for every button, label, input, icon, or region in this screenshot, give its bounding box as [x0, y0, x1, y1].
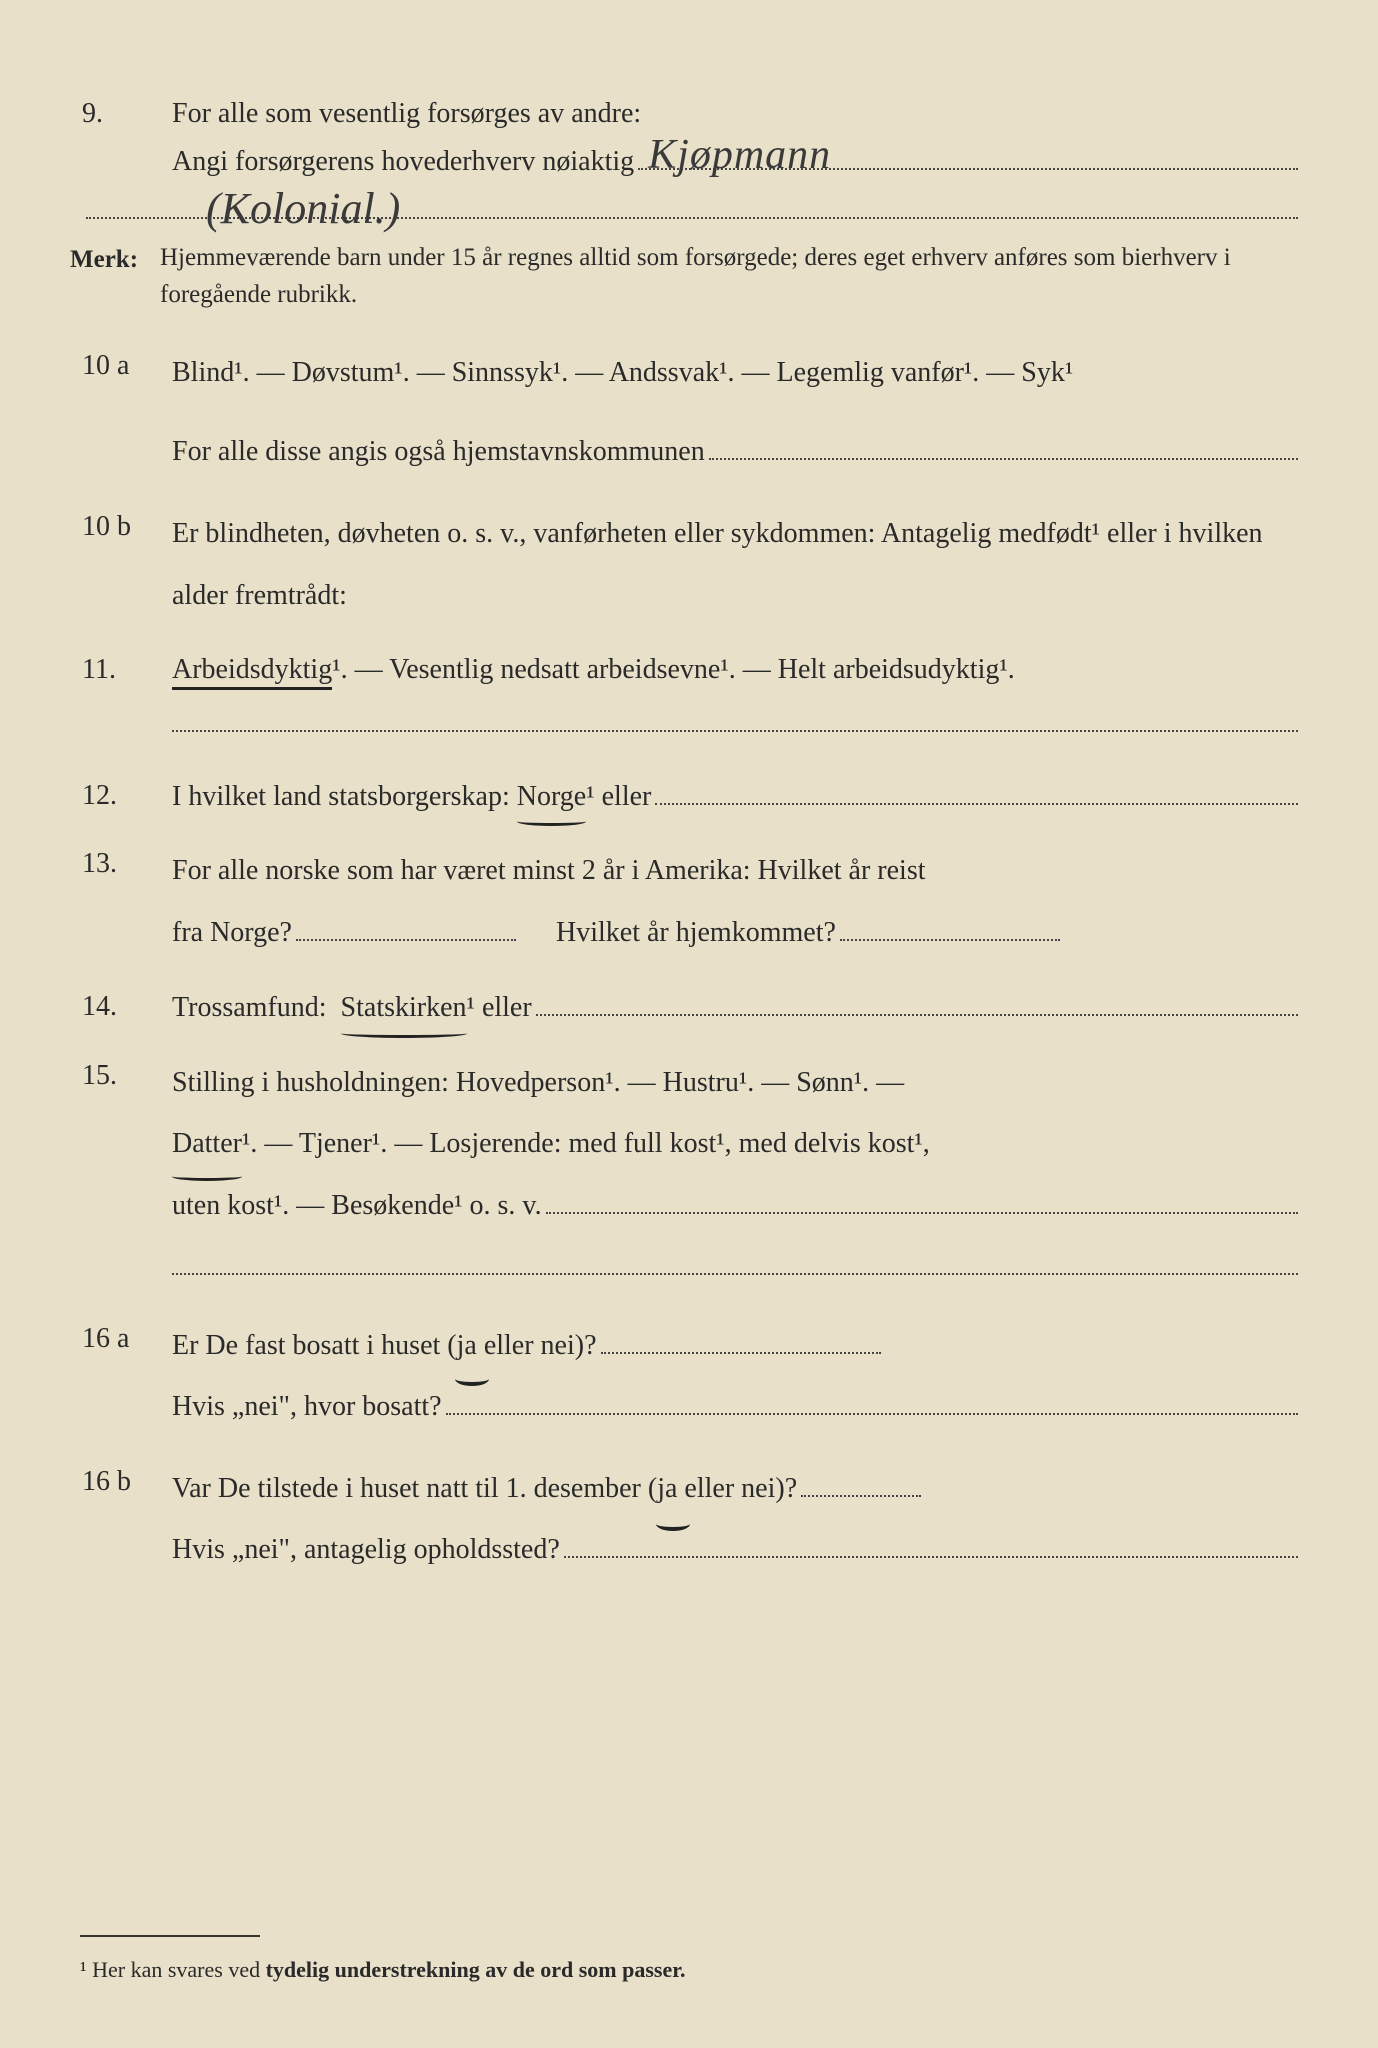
- q11-underlined: Arbeidsdyktig: [172, 654, 332, 690]
- q13-fill1: [296, 908, 516, 941]
- footnote-text-bold: tydelig understrekning av de ord som pas…: [266, 1957, 686, 1982]
- q14-post: ¹ eller: [467, 984, 532, 1032]
- q16b-line2: Hvis „nei", antagelig opholdssted?: [172, 1519, 560, 1581]
- q16b-line1-pre: Var De tilstede i huset natt til 1. dese…: [172, 1458, 648, 1520]
- q15-line3: uten kost¹. — Besøkende¹ o. s. v.: [172, 1175, 542, 1237]
- q16a-line2: Hvis „nei", hvor bosatt?: [172, 1376, 442, 1438]
- q14-underlined: Statskirken: [341, 984, 467, 1032]
- merk-label: Merk:: [70, 239, 160, 314]
- q16b-paren-text: (ja eller nei)?: [648, 1473, 797, 1504]
- q13-line2b: Hvilket år hjemkommet?: [516, 902, 836, 964]
- question-10a: 10 a Blind¹. — Døvstum¹. — Sinnssyk¹. — …: [70, 342, 1298, 483]
- q16a-line1-pre: Er De fast bosatt i huset: [172, 1315, 447, 1377]
- q9-handwriting-2: (Kolonial.): [86, 172, 400, 247]
- q15-fill: [546, 1181, 1298, 1214]
- q15-line2-post: ¹. — Tjener¹. — Losjerende: med full kos…: [242, 1128, 930, 1159]
- question-16a: 16 a Er De fast bosatt i huset (ja eller…: [70, 1315, 1298, 1438]
- q11-dotted-line: [172, 702, 1298, 732]
- merk-note: Merk: Hjemmeværende barn under 15 år reg…: [70, 239, 1298, 314]
- q13-line2a: fra Norge?: [172, 902, 292, 964]
- q11-body: Arbeidsdyktig¹. — Vesentlig nedsatt arbe…: [172, 646, 1298, 732]
- question-10b: 10 b Er blindheten, døvheten o. s. v., v…: [70, 503, 1298, 626]
- q10a-line2: For alle disse angis også hjemstavnskomm…: [172, 421, 705, 483]
- q16a-paren-text: (ja eller nei)?: [447, 1330, 596, 1361]
- q10b-text: Er blindheten, døvheten o. s. v., vanfør…: [172, 503, 1294, 626]
- q12-pre: I hvilket land statsborgerskap:: [172, 773, 517, 821]
- q11-number: 11.: [70, 646, 172, 732]
- q12-fill: [655, 772, 1298, 805]
- q16b-body: Var De tilstede i huset natt til 1. dese…: [172, 1458, 1298, 1581]
- question-14: 14. Trossamfund: Statskirken ¹ eller: [70, 983, 1298, 1031]
- q12-body: I hvilket land statsborgerskap: Norge ¹ …: [172, 772, 1298, 820]
- q16a-fill1: [601, 1321, 881, 1354]
- q12-number: 12.: [70, 772, 172, 820]
- q9-handwriting-1: Kjøpmann: [648, 120, 831, 191]
- question-9: 9. For alle som vesentlig forsørges av a…: [70, 90, 1298, 219]
- q10a-body: Blind¹. — Døvstum¹. — Sinnssyk¹. — Andss…: [172, 342, 1298, 483]
- footnote-text-pre: Her kan svares ved: [92, 1957, 266, 1982]
- q12-underlined: Norge: [517, 773, 586, 821]
- question-15: 15. Stilling i husholdningen: Hovedperso…: [70, 1052, 1298, 1275]
- q10a-number: 10 a: [70, 342, 172, 483]
- footnote-marker: ¹: [80, 1957, 87, 1982]
- q16a-paren: (ja eller nei)?: [447, 1315, 596, 1377]
- q16a-body: Er De fast bosatt i huset (ja eller nei)…: [172, 1315, 1298, 1438]
- question-12: 12. I hvilket land statsborgerskap: Norg…: [70, 772, 1298, 820]
- q15-dotted-line: [172, 1245, 1298, 1275]
- q14-fill: [536, 983, 1298, 1016]
- q10a-options: Blind¹. — Døvstum¹. — Sinnssyk¹. — Andss…: [172, 342, 1073, 404]
- merk-text: Hjemmeværende barn under 15 år regnes al…: [160, 239, 1298, 314]
- footnote-rule: [80, 1935, 260, 1937]
- q13-line1: For alle norske som har været minst 2 år…: [172, 840, 1298, 902]
- q13-fill2: [840, 908, 1060, 941]
- q14-number: 14.: [70, 983, 172, 1031]
- q10a-fill: [709, 428, 1298, 461]
- q12-post: ¹ eller: [586, 773, 651, 821]
- q9-line3: (Kolonial.): [82, 186, 1298, 219]
- q9-fill: Kjøpmann: [638, 138, 1298, 171]
- question-16b: 16 b Var De tilstede i huset natt til 1.…: [70, 1458, 1298, 1581]
- q16a-fill2: [446, 1382, 1298, 1415]
- q13-body: For alle norske som har været minst 2 år…: [172, 840, 1298, 963]
- q10b-number: 10 b: [70, 503, 172, 626]
- q16b-fill1: [801, 1464, 921, 1497]
- q16b-number: 16 b: [70, 1458, 172, 1581]
- q9-body: For alle som vesentlig forsørges av andr…: [172, 90, 1298, 219]
- q9-fill2: (Kolonial.): [86, 186, 1298, 219]
- q14-body: Trossamfund: Statskirken ¹ eller: [172, 983, 1298, 1031]
- q10b-body: Er blindheten, døvheten o. s. v., vanfør…: [172, 503, 1298, 626]
- q11-rest: ¹. — Vesentlig nedsatt arbeidsevne¹. — H…: [332, 654, 1015, 685]
- q15-body: Stilling i husholdningen: Hovedperson¹. …: [172, 1052, 1298, 1275]
- q15-number: 15.: [70, 1052, 172, 1275]
- question-11: 11. Arbeidsdyktig¹. — Vesentlig nedsatt …: [70, 646, 1298, 732]
- q14-pre: Trossamfund:: [172, 984, 341, 1032]
- question-13: 13. For alle norske som har været minst …: [70, 840, 1298, 963]
- q13-number: 13.: [70, 840, 172, 963]
- q16a-number: 16 a: [70, 1315, 172, 1438]
- q15-line1: Stilling i husholdningen: Hovedperson¹. …: [172, 1052, 1298, 1114]
- census-form-page: 9. For alle som vesentlig forsørges av a…: [0, 0, 1378, 2048]
- q15-underlined: Datter: [172, 1113, 242, 1175]
- footnote: ¹ Her kan svares ved tydelig understrekn…: [80, 1935, 686, 1988]
- q16b-paren: (ja eller nei)?: [648, 1458, 797, 1520]
